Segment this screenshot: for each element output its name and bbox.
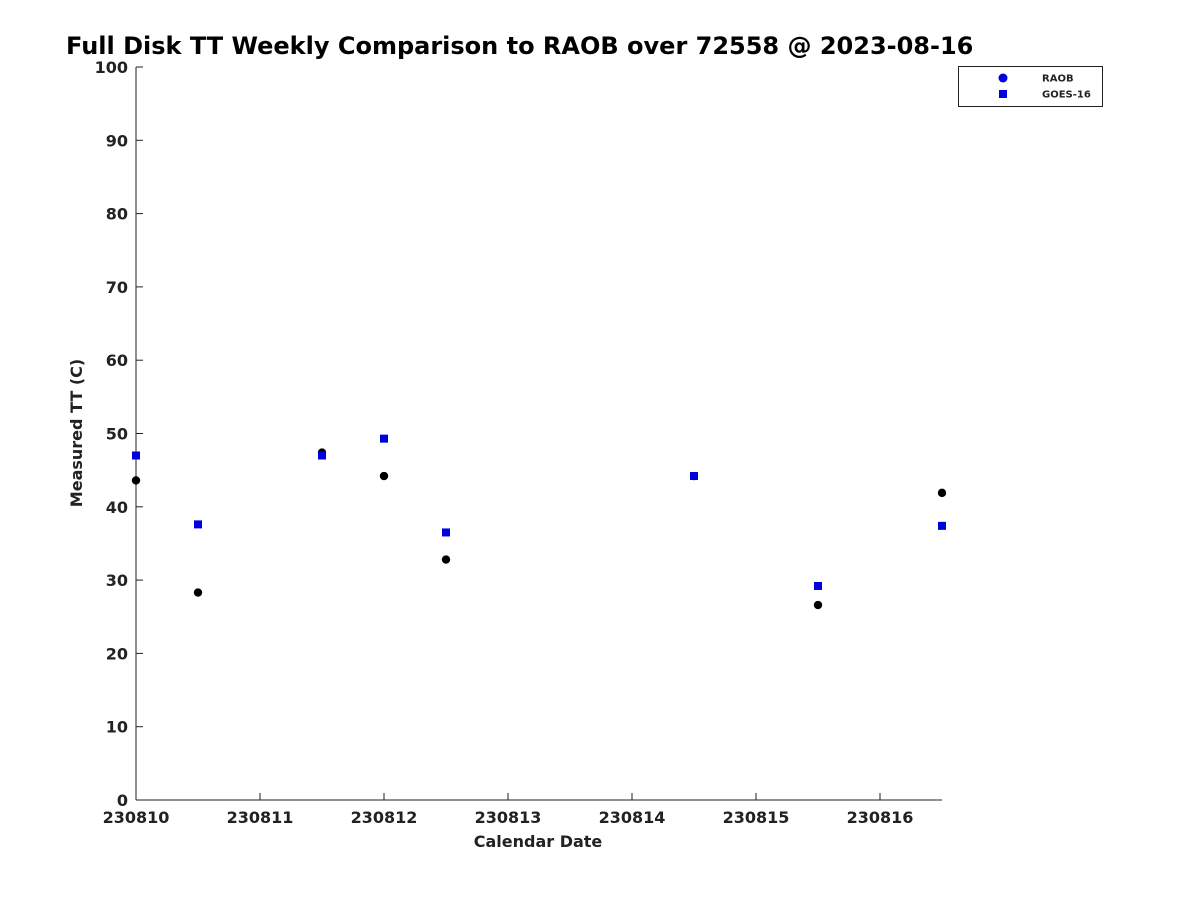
goes-16-point	[690, 472, 698, 481]
legend-raob-label: RAOB	[1042, 74, 1074, 85]
y-tick-label: 10	[106, 718, 128, 737]
goes-16-point	[194, 520, 202, 529]
axes	[135, 67, 942, 801]
x-tick-label: 230811	[227, 808, 294, 827]
goes-16-point	[442, 528, 450, 537]
x-tick-label: 230816	[847, 808, 914, 827]
raob-point	[193, 588, 203, 597]
goes-16-point	[380, 434, 388, 443]
y-axis-label: Measured TT (C)	[67, 359, 86, 507]
y-tick-label: 80	[106, 205, 128, 224]
y-tick-label: 20	[106, 644, 128, 663]
x-tick-label: 230815	[723, 808, 790, 827]
raob-point	[813, 600, 823, 610]
raob-point	[441, 555, 451, 564]
legend-goes-16-label: GOES-16	[1042, 90, 1091, 101]
y-tick-label: 50	[106, 425, 128, 444]
raob-point	[379, 471, 389, 481]
y-tick-label: 100	[95, 58, 128, 77]
x-axis-label: Calendar Date	[474, 832, 603, 851]
y-tick-label: 40	[106, 498, 128, 517]
goes-16-point	[814, 581, 822, 590]
raob-point	[937, 488, 947, 498]
x-tick-label: 230813	[475, 808, 542, 827]
legend-box	[958, 66, 1103, 107]
y-tick-label: 0	[117, 791, 128, 810]
goes-16-point	[318, 451, 326, 460]
legend-raob-marker	[998, 73, 1008, 83]
chart-title: Full Disk TT Weekly Comparison to RAOB o…	[66, 32, 973, 60]
data-points	[131, 434, 947, 610]
x-tick-label: 230814	[599, 808, 666, 827]
y-tick-label: 30	[106, 571, 128, 590]
y-ticks: 0 10 20 30 40 50 60 70 80 90 100	[95, 58, 143, 810]
x-tick-label: 230810	[103, 808, 170, 827]
raob-point	[131, 476, 141, 485]
y-tick-label: 70	[106, 278, 128, 297]
goes-16-point	[938, 521, 946, 530]
y-tick-label: 60	[106, 351, 128, 370]
legend: RAOB GOES-16	[958, 66, 1103, 107]
legend-goes-16-marker	[999, 90, 1007, 98]
x-ticks: 230810 230811 230812 230813 230814 230815 2308…	[103, 793, 914, 827]
x-tick-label: 230812	[351, 808, 418, 827]
goes-16-point	[132, 451, 140, 460]
y-tick-label: 90	[106, 131, 128, 150]
